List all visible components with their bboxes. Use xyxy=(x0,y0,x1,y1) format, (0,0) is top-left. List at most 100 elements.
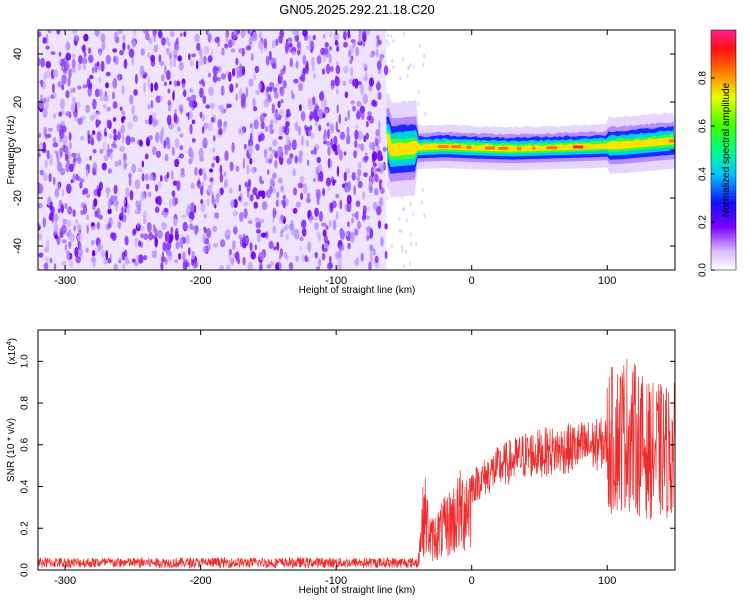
noise-speck xyxy=(346,126,350,137)
noise-speck xyxy=(164,64,167,75)
noise-speck xyxy=(201,114,205,122)
noise-speck xyxy=(105,250,109,260)
noise-speck xyxy=(230,257,235,266)
noise-speck xyxy=(83,33,89,42)
noise-speck xyxy=(165,37,170,44)
noise-speck xyxy=(118,257,122,262)
noise-speck xyxy=(155,132,160,143)
noise-speck xyxy=(171,169,174,181)
noise-speck xyxy=(190,150,194,161)
noise-speck xyxy=(271,63,277,70)
noise-speck xyxy=(352,39,357,49)
noise-speck xyxy=(310,133,315,139)
noise-speck xyxy=(384,250,388,260)
noise-speck xyxy=(213,67,220,72)
noise-speck xyxy=(46,150,50,160)
noise-speck xyxy=(203,172,207,182)
noise-speck xyxy=(42,172,48,182)
noise-speck xyxy=(284,125,290,136)
noise-speck xyxy=(50,205,55,216)
noise-speck xyxy=(155,119,159,126)
noise-speck xyxy=(291,30,296,35)
noise-speck xyxy=(148,37,153,44)
noise-speck xyxy=(235,57,239,66)
noise-speck xyxy=(267,94,271,100)
noise-speck xyxy=(383,65,389,76)
noise-speck xyxy=(265,189,272,198)
noise-speck xyxy=(369,141,373,150)
noise-speck xyxy=(374,136,378,148)
noise-speck xyxy=(318,258,321,267)
noise-speck xyxy=(335,193,340,199)
noise-speck xyxy=(68,163,74,173)
noise-speck xyxy=(293,228,300,240)
noise-speck xyxy=(298,125,301,136)
noise-speck xyxy=(266,264,272,269)
noise-speck xyxy=(322,33,326,40)
noise-speck xyxy=(365,226,371,233)
noise-speck xyxy=(332,143,337,152)
x-tick-label: -200 xyxy=(190,575,212,587)
colorbar: 0.0 0.2 0.4 0.6 0.8 Normalized spectral ampl… xyxy=(698,29,737,277)
signal-peak xyxy=(573,145,584,149)
noise-speck xyxy=(122,152,127,161)
noise-speck xyxy=(77,117,83,125)
noise-speck xyxy=(53,213,59,222)
noise-speck xyxy=(177,55,182,62)
noise-speck xyxy=(219,173,224,183)
noise-speck xyxy=(268,158,273,164)
noise-speck xyxy=(159,135,164,145)
noise-speck xyxy=(224,178,229,188)
noise-speck xyxy=(200,185,204,196)
noise-speck xyxy=(277,75,282,84)
noise-speck xyxy=(42,141,46,152)
noise-speck xyxy=(139,65,145,76)
noise-speck xyxy=(249,132,253,142)
noise-speck xyxy=(230,199,235,209)
noise-speck xyxy=(246,182,251,192)
noise-speck xyxy=(386,39,388,44)
noise-speck xyxy=(300,73,306,83)
noise-speck xyxy=(288,42,293,48)
noise-speck xyxy=(238,47,243,54)
noise-speck xyxy=(248,78,254,87)
noise-speck xyxy=(327,146,331,156)
noise-speck xyxy=(300,111,306,122)
noise-speck xyxy=(166,70,171,81)
noise-speck xyxy=(89,134,94,145)
noise-speck xyxy=(332,219,337,231)
noise-speck xyxy=(372,248,376,256)
noise-speck xyxy=(142,73,147,79)
noise-speck xyxy=(242,157,246,169)
noise-speck xyxy=(321,243,325,251)
noise-speck xyxy=(81,57,88,65)
noise-speck xyxy=(156,150,161,158)
noise-speck xyxy=(72,96,76,104)
noise-speck xyxy=(371,151,378,161)
noise-speck xyxy=(42,37,47,44)
noise-speck xyxy=(218,265,225,270)
noise-speck xyxy=(412,212,415,217)
noise-speck xyxy=(53,113,57,119)
noise-speck xyxy=(284,234,289,240)
noise-speck xyxy=(38,202,41,209)
noise-speck xyxy=(264,125,269,132)
noise-speck xyxy=(103,131,108,137)
noise-speck xyxy=(202,137,208,149)
colorbar-label: Normalized spectral amplitude xyxy=(721,82,732,217)
noise-speck xyxy=(102,104,107,109)
noise-speck xyxy=(417,102,420,106)
noise-speck xyxy=(60,98,65,110)
noise-speck xyxy=(235,165,240,172)
noise-speck xyxy=(259,218,265,224)
noise-speck xyxy=(272,246,277,251)
noise-speck xyxy=(70,88,73,94)
noise-speck xyxy=(94,88,100,98)
noise-speck xyxy=(376,42,379,48)
noise-speck xyxy=(163,81,167,87)
snr-y-axis: 0.0 0.2 0.4 0.6 0.8 1.0 xyxy=(20,354,675,577)
noise-speck xyxy=(272,207,277,219)
noise-speck xyxy=(144,153,149,160)
noise-speck xyxy=(268,81,275,90)
noise-speck xyxy=(305,60,309,71)
